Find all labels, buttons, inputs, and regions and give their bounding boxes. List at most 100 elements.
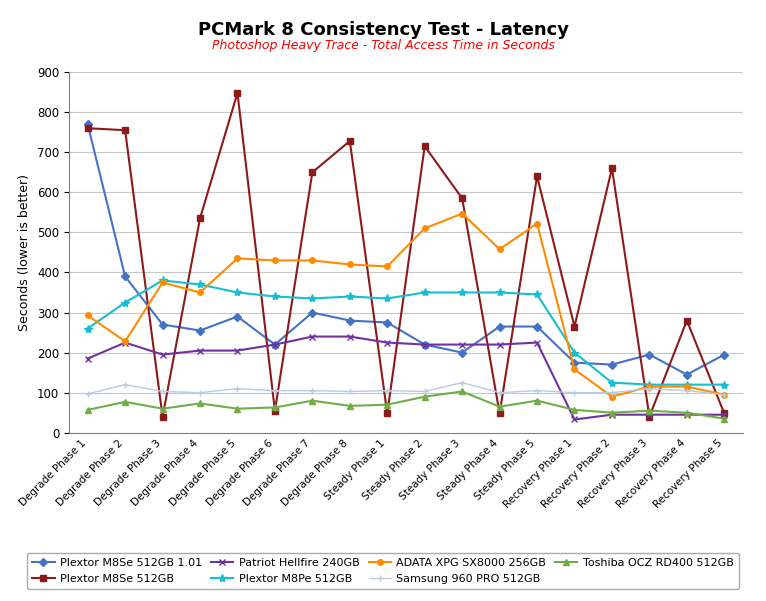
Patriot Hellfire 240GB	[83, 355, 92, 362]
Plextor M8Pe 512GB	[532, 291, 542, 298]
Samsung 960 PRO 512GB	[270, 387, 280, 394]
Line: Plextor M8Se 512GB 1.01: Plextor M8Se 512GB 1.01	[85, 121, 727, 377]
Line: Toshiba OCZ RD400 512GB: Toshiba OCZ RD400 512GB	[85, 389, 727, 421]
Samsung 960 PRO 512GB	[233, 385, 242, 392]
Toshiba OCZ RD400 512GB	[457, 388, 466, 395]
Toshiba OCZ RD400 512GB	[158, 405, 167, 412]
Plextor M8Pe 512GB	[195, 281, 205, 288]
Plextor M8Se 512GB	[158, 413, 167, 420]
ADATA XPG SX8000 256GB	[570, 366, 579, 373]
Samsung 960 PRO 512GB	[645, 385, 654, 392]
Plextor M8Se 512GB	[607, 165, 617, 172]
Line: Plextor M8Se 512GB: Plextor M8Se 512GB	[85, 90, 727, 419]
Plextor M8Se 512GB	[233, 90, 242, 97]
Line: Patriot Hellfire 240GB: Patriot Hellfire 240GB	[84, 333, 728, 423]
ADATA XPG SX8000 256GB	[683, 383, 692, 390]
Plextor M8Pe 512GB	[270, 293, 280, 300]
Plextor M8Pe 512GB	[233, 289, 242, 296]
Plextor M8Pe 512GB	[607, 379, 617, 386]
Toshiba OCZ RD400 512GB	[345, 402, 355, 409]
Text: Photoshop Heavy Trace - Total Access Time in Seconds: Photoshop Heavy Trace - Total Access Tim…	[211, 39, 555, 52]
Plextor M8Se 512GB	[683, 317, 692, 324]
Plextor M8Se 512GB	[383, 410, 392, 417]
Plextor M8Pe 512GB	[495, 289, 504, 296]
Plextor M8Pe 512GB	[383, 295, 392, 302]
Samsung 960 PRO 512GB	[345, 388, 355, 395]
Toshiba OCZ RD400 512GB	[645, 407, 654, 414]
Toshiba OCZ RD400 512GB	[570, 406, 579, 413]
Samsung 960 PRO 512GB	[83, 390, 92, 397]
ADATA XPG SX8000 256GB	[383, 263, 392, 270]
Plextor M8Se 512GB 1.01	[308, 309, 317, 316]
Plextor M8Se 512GB	[345, 138, 355, 145]
Plextor M8Se 512GB	[195, 215, 205, 222]
Plextor M8Pe 512GB	[83, 325, 92, 332]
Plextor M8Se 512GB 1.01	[420, 341, 429, 348]
Legend: Plextor M8Se 512GB 1.01, Plextor M8Se 512GB, Patriot Hellfire 240GB, Plextor M8P: Plextor M8Se 512GB 1.01, Plextor M8Se 51…	[27, 553, 739, 590]
Plextor M8Se 512GB 1.01	[195, 327, 205, 334]
Plextor M8Pe 512GB	[158, 277, 167, 284]
Plextor M8Se 512GB 1.01	[233, 313, 242, 320]
Toshiba OCZ RD400 512GB	[120, 398, 129, 406]
Plextor M8Pe 512GB	[457, 289, 466, 296]
Patriot Hellfire 240GB	[308, 333, 317, 340]
Plextor M8Pe 512GB	[645, 381, 654, 388]
Plextor M8Pe 512GB	[683, 381, 692, 388]
Patriot Hellfire 240GB	[345, 333, 355, 340]
Samsung 960 PRO 512GB	[420, 388, 429, 395]
ADATA XPG SX8000 256GB	[83, 312, 92, 319]
Samsung 960 PRO 512GB	[383, 387, 392, 394]
Plextor M8Se 512GB 1.01	[158, 321, 167, 328]
ADATA XPG SX8000 256GB	[645, 383, 654, 390]
Plextor M8Se 512GB	[270, 407, 280, 414]
Patriot Hellfire 240GB	[683, 411, 692, 418]
Toshiba OCZ RD400 512GB	[83, 406, 92, 413]
Plextor M8Se 512GB 1.01	[570, 359, 579, 366]
Plextor M8Pe 512GB	[345, 293, 355, 300]
ADATA XPG SX8000 256GB	[420, 225, 429, 232]
Plextor M8Se 512GB 1.01	[645, 351, 654, 358]
ADATA XPG SX8000 256GB	[457, 210, 466, 217]
Samsung 960 PRO 512GB	[570, 389, 579, 396]
Plextor M8Pe 512GB	[570, 349, 579, 356]
Samsung 960 PRO 512GB	[158, 388, 167, 395]
Toshiba OCZ RD400 512GB	[495, 403, 504, 410]
ADATA XPG SX8000 256GB	[195, 289, 205, 296]
ADATA XPG SX8000 256GB	[495, 246, 504, 253]
ADATA XPG SX8000 256GB	[158, 279, 167, 286]
Plextor M8Pe 512GB	[420, 289, 429, 296]
Toshiba OCZ RD400 512GB	[383, 401, 392, 408]
Toshiba OCZ RD400 512GB	[233, 405, 242, 412]
ADATA XPG SX8000 256GB	[233, 255, 242, 262]
Plextor M8Se 512GB	[645, 413, 654, 420]
Plextor M8Se 512GB 1.01	[607, 361, 617, 368]
Toshiba OCZ RD400 512GB	[683, 409, 692, 416]
Samsung 960 PRO 512GB	[720, 391, 729, 398]
Line: ADATA XPG SX8000 256GB: ADATA XPG SX8000 256GB	[85, 211, 727, 400]
Patriot Hellfire 240GB	[645, 411, 654, 418]
Toshiba OCZ RD400 512GB	[195, 400, 205, 407]
Plextor M8Se 512GB 1.01	[120, 273, 129, 280]
ADATA XPG SX8000 256GB	[270, 257, 280, 264]
Plextor M8Pe 512GB	[720, 381, 729, 388]
Plextor M8Pe 512GB	[120, 299, 129, 306]
Samsung 960 PRO 512GB	[457, 379, 466, 386]
Samsung 960 PRO 512GB	[532, 387, 542, 394]
ADATA XPG SX8000 256GB	[308, 257, 317, 264]
Samsung 960 PRO 512GB	[495, 389, 504, 396]
Patriot Hellfire 240GB	[195, 347, 205, 354]
Plextor M8Se 512GB	[83, 124, 92, 132]
Line: Plextor M8Pe 512GB: Plextor M8Pe 512GB	[83, 276, 728, 389]
Toshiba OCZ RD400 512GB	[308, 397, 317, 404]
Plextor M8Se 512GB	[720, 410, 729, 417]
Samsung 960 PRO 512GB	[120, 381, 129, 388]
Patriot Hellfire 240GB	[457, 341, 466, 348]
Plextor M8Se 512GB 1.01	[683, 371, 692, 378]
Text: PCMark 8 Consistency Test - Latency: PCMark 8 Consistency Test - Latency	[198, 21, 568, 39]
Plextor M8Se 512GB	[570, 323, 579, 330]
ADATA XPG SX8000 256GB	[720, 391, 729, 398]
Samsung 960 PRO 512GB	[308, 387, 317, 394]
Plextor M8Pe 512GB	[308, 295, 317, 302]
Samsung 960 PRO 512GB	[607, 389, 617, 396]
Plextor M8Se 512GB 1.01	[457, 349, 466, 356]
